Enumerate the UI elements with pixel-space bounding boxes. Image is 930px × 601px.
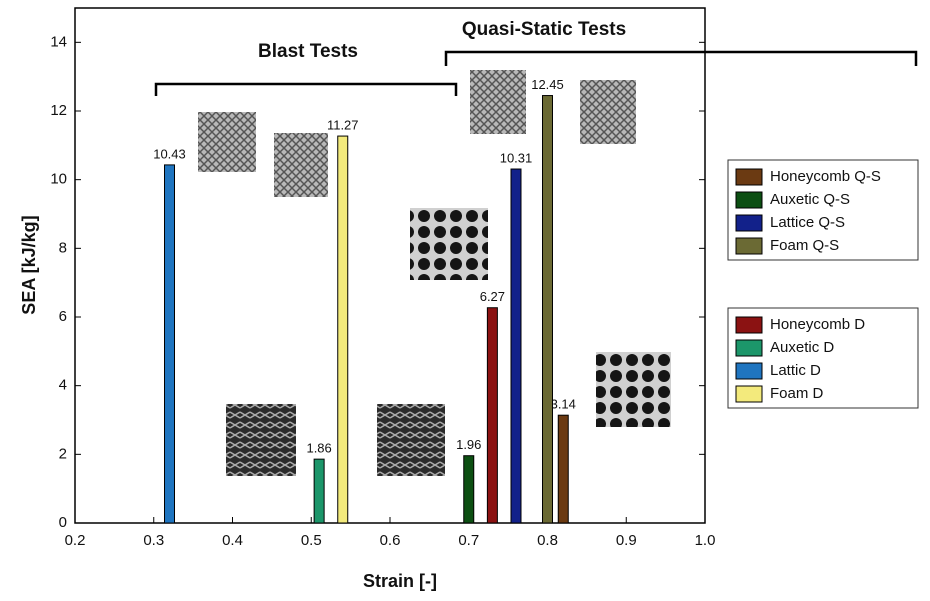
x-axis-title: Strain [-] xyxy=(363,571,437,591)
legend-swatch xyxy=(735,385,763,403)
y-tick-label: 10 xyxy=(50,171,67,188)
bar xyxy=(164,164,175,524)
value-label: 10.31 xyxy=(500,150,533,165)
value-label: 6.27 xyxy=(480,289,505,304)
x-tick-label: 1.0 xyxy=(695,532,716,549)
legend-swatch xyxy=(735,316,763,334)
legend-label: Lattic D xyxy=(770,362,821,379)
x-tick-label: 0.9 xyxy=(616,532,637,549)
legend-swatch xyxy=(735,339,763,357)
legend-label: Lattice Q-S xyxy=(770,214,845,231)
value-label: 1.96 xyxy=(456,437,481,452)
lattice-image xyxy=(580,80,636,144)
x-tick-label: 0.2 xyxy=(65,532,86,549)
bar xyxy=(313,458,325,524)
value-label: 1.86 xyxy=(306,441,331,456)
annotation: Blast Tests xyxy=(258,41,358,62)
sample-images xyxy=(198,70,671,476)
y-tick-label: 14 xyxy=(50,33,67,50)
legend-swatch xyxy=(735,191,763,209)
x-tick-label: 0.6 xyxy=(380,532,401,549)
y-tick-label: 6 xyxy=(59,308,67,325)
legend-label: Honeycomb Q-S xyxy=(770,168,881,185)
legend-label: Foam D xyxy=(770,385,824,402)
y-axis-title: SEA [kJ/kg] xyxy=(19,215,39,314)
lattice-image xyxy=(198,112,256,172)
y-tick-label: 8 xyxy=(59,239,67,256)
legend-box xyxy=(727,307,919,409)
auxetic-image xyxy=(226,404,296,476)
lattice-image xyxy=(274,133,328,197)
auxetic-image xyxy=(377,404,445,476)
x-tick-label: 0.3 xyxy=(143,532,164,549)
bar xyxy=(510,168,522,524)
value-label: 11.27 xyxy=(327,118,359,133)
legend-swatch xyxy=(735,237,763,255)
x-tick-label: 0.8 xyxy=(537,532,558,549)
lattice-image xyxy=(470,70,526,134)
legend-swatch xyxy=(735,214,763,232)
y-tick-label: 4 xyxy=(59,377,67,394)
legend-label: Auxetic Q-S xyxy=(770,191,850,208)
quasi-static-brace xyxy=(444,50,918,66)
x-tick-label: 0.4 xyxy=(222,532,243,549)
x-tick-label: 0.7 xyxy=(458,532,479,549)
value-label: 3.14 xyxy=(551,397,576,412)
legend-label: Honeycomb D xyxy=(770,316,865,333)
bar xyxy=(486,307,498,524)
value-label: 12.45 xyxy=(531,77,564,92)
bar xyxy=(557,414,569,524)
y-tick-label: 12 xyxy=(50,102,67,119)
honeycomb-image xyxy=(410,208,488,280)
bar xyxy=(337,135,349,524)
y-tick-label: 2 xyxy=(59,445,67,462)
annotation: Quasi-Static Tests xyxy=(462,19,626,40)
legend-swatch xyxy=(735,362,763,380)
legend-box xyxy=(727,159,919,261)
blast-brace xyxy=(154,82,458,96)
y-tick-label: 0 xyxy=(59,514,67,531)
x-tick-label: 0.5 xyxy=(301,532,322,549)
bar xyxy=(542,95,553,524)
bar xyxy=(463,455,475,524)
legend-label: Auxetic D xyxy=(770,339,834,356)
honeycomb-image xyxy=(596,352,671,427)
legend-label: Foam Q-S xyxy=(770,237,839,254)
legend-swatch xyxy=(735,168,763,186)
value-label: 10.43 xyxy=(153,146,186,161)
